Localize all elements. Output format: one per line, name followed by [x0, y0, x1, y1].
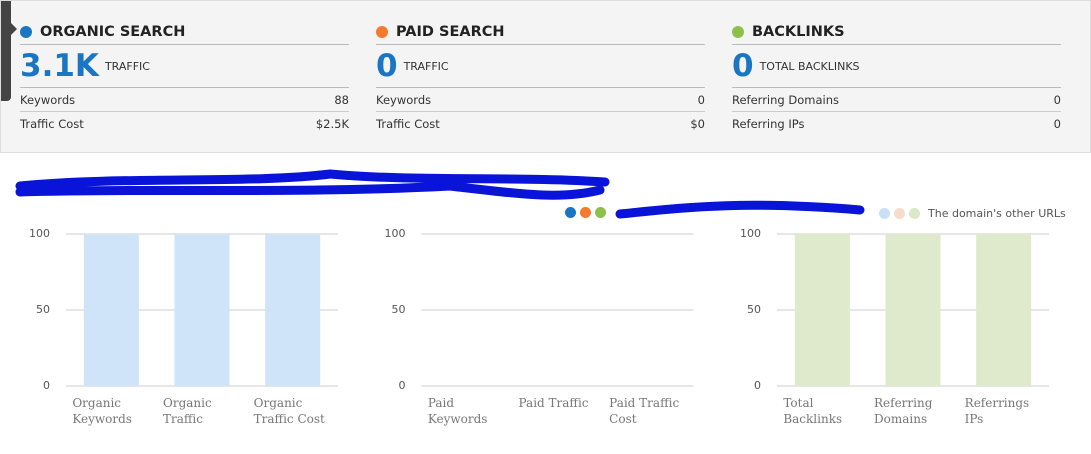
summary-bar [0, 0, 1091, 153]
panel-metric: 3.1K TRAFFIC [20, 45, 349, 88]
row-value: 0 [1053, 116, 1061, 131]
y-tick-label: 100 [29, 227, 50, 240]
panel-metric: 0 TRAFFIC [376, 45, 705, 88]
bar [174, 234, 230, 386]
row-label: Traffic Cost [376, 116, 440, 131]
metric-row: Referring IPs 0 [732, 112, 1061, 135]
y-tick-label: 50 [392, 303, 406, 316]
panel-metric: 0 TOTAL BACKLINKS [732, 45, 1061, 88]
x-tick-label: Organic Traffic Cost [253, 396, 325, 426]
metric-value: 0 [732, 48, 754, 84]
y-tick-label: 50 [36, 303, 50, 316]
row-label: Keywords [20, 92, 76, 107]
row-value: 0 [697, 92, 705, 107]
panel-title: BACKLINKS [752, 24, 845, 40]
legend-label: The domain's other URLs [928, 207, 1066, 220]
panel-header: ORGANIC SEARCH [20, 20, 349, 45]
summary-panel: BACKLINKS 0 TOTAL BACKLINKS Referring Domai… [732, 20, 1061, 135]
panel-header: PAID SEARCH [376, 20, 705, 45]
y-tick-label: 0 [43, 379, 50, 392]
row-value: $2.5K [315, 116, 349, 131]
bar [976, 234, 1032, 386]
y-tick-label: 100 [740, 227, 761, 240]
bar [265, 234, 321, 386]
row-label: Referring IPs [732, 116, 805, 131]
x-tick-label: Referrings IPs [964, 396, 1030, 426]
metric-row: Keywords 0 [376, 88, 705, 112]
bar [885, 234, 941, 386]
metric-label: TRAFFIC [104, 59, 150, 73]
metric-row: Traffic Cost $2.5K [20, 112, 349, 135]
row-value: $0 [690, 116, 705, 131]
y-tick-label: 100 [385, 227, 406, 240]
redaction-scribble [15, 169, 865, 219]
y-tick-label: 0 [754, 379, 761, 392]
bar [794, 234, 850, 386]
legend-dot [894, 208, 905, 219]
legend-dot [879, 208, 890, 219]
bar [83, 234, 139, 386]
x-tick-label: Paid Keywords [427, 396, 488, 426]
panel-title: PAID SEARCH [396, 24, 505, 40]
side-tab[interactable] [1, 1, 11, 101]
x-tick-label: Paid Traffic [518, 396, 589, 410]
row-label: Keywords [376, 92, 432, 107]
x-tick-label: Organic Traffic [163, 396, 212, 426]
summary-panel: PAID SEARCH 0 TRAFFIC Keywords 0 Traffic Cost… [376, 20, 705, 135]
tab-arrow [11, 23, 17, 35]
metric-row: Traffic Cost $0 [376, 112, 705, 135]
x-tick-label: Paid Traffic Cost [609, 396, 680, 426]
metric-value: 3.1K [20, 48, 99, 84]
legend-dot [580, 207, 591, 218]
legend-dot [565, 207, 576, 218]
legend-dot [595, 207, 606, 218]
row-label: Traffic Cost [20, 116, 84, 131]
metric-row: Referring Domains 0 [732, 88, 1061, 112]
y-tick-label: 50 [747, 303, 761, 316]
panel-title: ORGANIC SEARCH [40, 24, 186, 40]
y-tick-label: 0 [399, 379, 406, 392]
panel-header: BACKLINKS [732, 20, 1061, 45]
x-tick-label: Referring Domains [874, 396, 933, 426]
metric-label: TRAFFIC [403, 59, 449, 73]
legend-dot [909, 208, 920, 219]
x-tick-label: Organic Keywords [72, 396, 132, 426]
legend-main [565, 207, 610, 218]
panel-dot [376, 26, 388, 38]
legend-other: The domain's other URLs [879, 207, 1066, 220]
panel-dot [20, 26, 32, 38]
summary-panel: ORGANIC SEARCH 3.1K TRAFFIC Keywords 88 Traff… [20, 20, 349, 135]
x-tick-label: Total Backlinks [783, 396, 843, 426]
metric-row: Keywords 88 [20, 88, 349, 112]
row-value: 0 [1053, 92, 1061, 107]
row-label: Referring Domains [732, 92, 839, 107]
metric-label: TOTAL BACKLINKS [759, 59, 860, 73]
metric-value: 0 [376, 48, 398, 84]
row-value: 88 [334, 92, 349, 107]
panel-dot [732, 26, 744, 38]
